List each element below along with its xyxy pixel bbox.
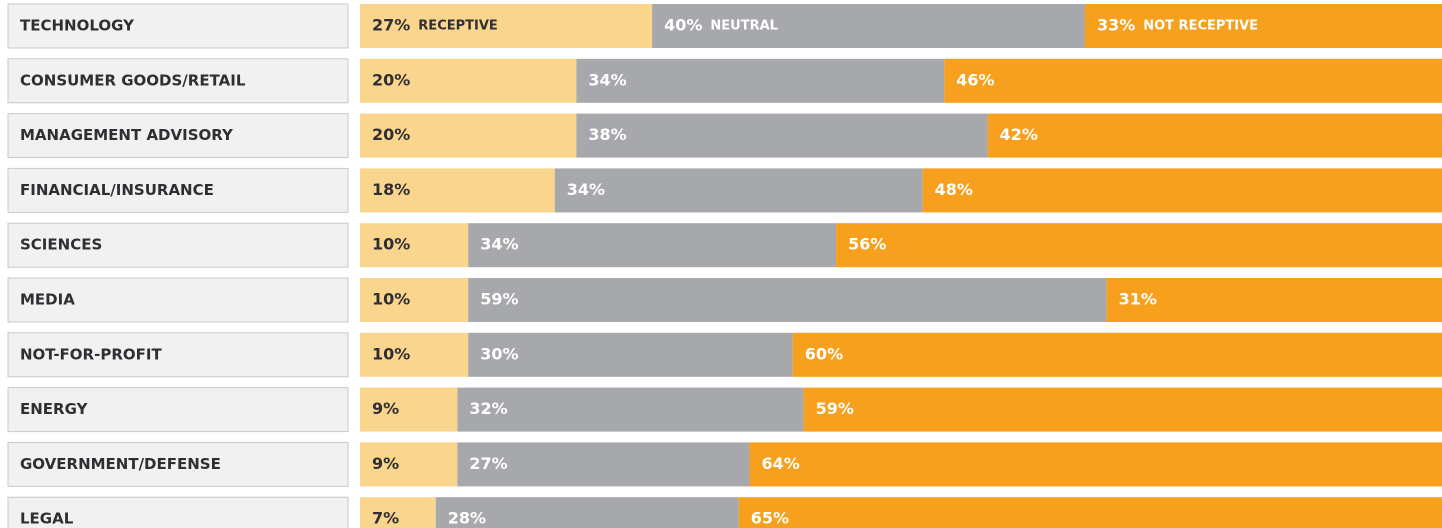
bar-segment — [836, 223, 1442, 268]
bar-segment — [457, 387, 804, 432]
category-box — [7, 222, 349, 268]
value-label: 9% — [372, 454, 399, 473]
value-label: 10% — [372, 344, 410, 363]
value-label: 27% — [469, 454, 507, 473]
category-box — [7, 58, 349, 104]
category-box — [7, 441, 349, 487]
value-label: 59% — [816, 399, 854, 418]
bar-segment — [468, 278, 1107, 322]
value-label: 46% — [956, 70, 994, 89]
value-label: 32% — [469, 399, 507, 418]
value-label: 56% — [848, 235, 886, 254]
bar-segment — [652, 4, 1085, 48]
value-label: 33% — [1097, 16, 1135, 35]
bar-segment — [792, 332, 1442, 377]
value-label: 10% — [372, 235, 410, 254]
bar-segment — [360, 442, 458, 487]
category-box — [7, 496, 349, 528]
value-label: 48% — [935, 180, 973, 199]
value-label: 28% — [448, 509, 486, 528]
bar-segment — [738, 497, 1442, 528]
legend-label: NOT RECEPTIVE — [1143, 19, 1258, 34]
bar-segment — [803, 387, 1442, 432]
value-label: 20% — [372, 70, 410, 89]
bar-segment — [468, 332, 793, 377]
value-label: 27% — [372, 16, 410, 35]
value-label: 38% — [588, 125, 626, 144]
bar-segment — [360, 113, 577, 158]
value-label: 64% — [762, 454, 800, 473]
bar-segment — [360, 332, 469, 377]
value-label: 60% — [805, 344, 843, 363]
bar-segment — [360, 497, 436, 528]
bar-segment — [360, 223, 469, 268]
bar-segment — [360, 168, 555, 213]
bar-segment — [360, 4, 653, 48]
bar-segment — [987, 113, 1442, 158]
value-label: 9% — [372, 399, 399, 418]
value-label: 7% — [372, 509, 399, 528]
value-label: 18% — [372, 180, 410, 199]
value-label: 34% — [588, 70, 626, 89]
category-label: TECHNOLOGY — [20, 17, 135, 35]
bar-segment — [576, 113, 988, 158]
value-label: 10% — [372, 290, 410, 309]
category-label: SCIENCES — [20, 236, 102, 254]
value-label: 40% — [664, 16, 702, 35]
value-label: 59% — [480, 290, 518, 309]
bar-segment — [922, 168, 1442, 213]
category-label: CONSUMER GOODS/RETAIL — [20, 71, 246, 89]
bar-segment — [944, 58, 1442, 103]
value-label: 30% — [480, 344, 518, 363]
category-box — [7, 277, 349, 323]
category-label: NOT-FOR-PROFIT — [20, 345, 162, 363]
bar-segment — [554, 168, 923, 213]
bar-segment — [468, 223, 837, 268]
category-box — [7, 167, 349, 213]
value-label: 34% — [480, 235, 518, 254]
value-label: 34% — [567, 180, 605, 199]
category-label: FINANCIAL/INSURANCE — [20, 181, 214, 199]
bar-segment — [360, 387, 458, 432]
category-label: MANAGEMENT ADVISORY — [20, 126, 234, 144]
value-label: 31% — [1119, 290, 1157, 309]
category-box — [7, 332, 349, 378]
bar-segment — [1084, 4, 1442, 48]
category-label: ENERGY — [20, 400, 89, 418]
value-label: 65% — [751, 509, 789, 528]
bar-segment — [749, 442, 1442, 487]
bar-segment — [435, 497, 739, 528]
category-box — [7, 387, 349, 433]
bar-segment — [576, 58, 945, 103]
legend-label: RECEPTIVE — [418, 19, 498, 34]
value-label: 20% — [372, 125, 410, 144]
category-box — [7, 3, 349, 49]
category-label: LEGAL — [20, 510, 74, 528]
bar-segment — [360, 278, 469, 322]
category-box — [7, 113, 349, 159]
bar-segment — [1106, 278, 1442, 322]
bar-segment — [360, 58, 577, 103]
bar-segment — [457, 442, 750, 487]
value-label: 42% — [1000, 125, 1038, 144]
legend-label: NEUTRAL — [710, 19, 778, 34]
category-label: MEDIA — [20, 291, 75, 309]
category-label: GOVERNMENT/DEFENSE — [20, 455, 221, 473]
